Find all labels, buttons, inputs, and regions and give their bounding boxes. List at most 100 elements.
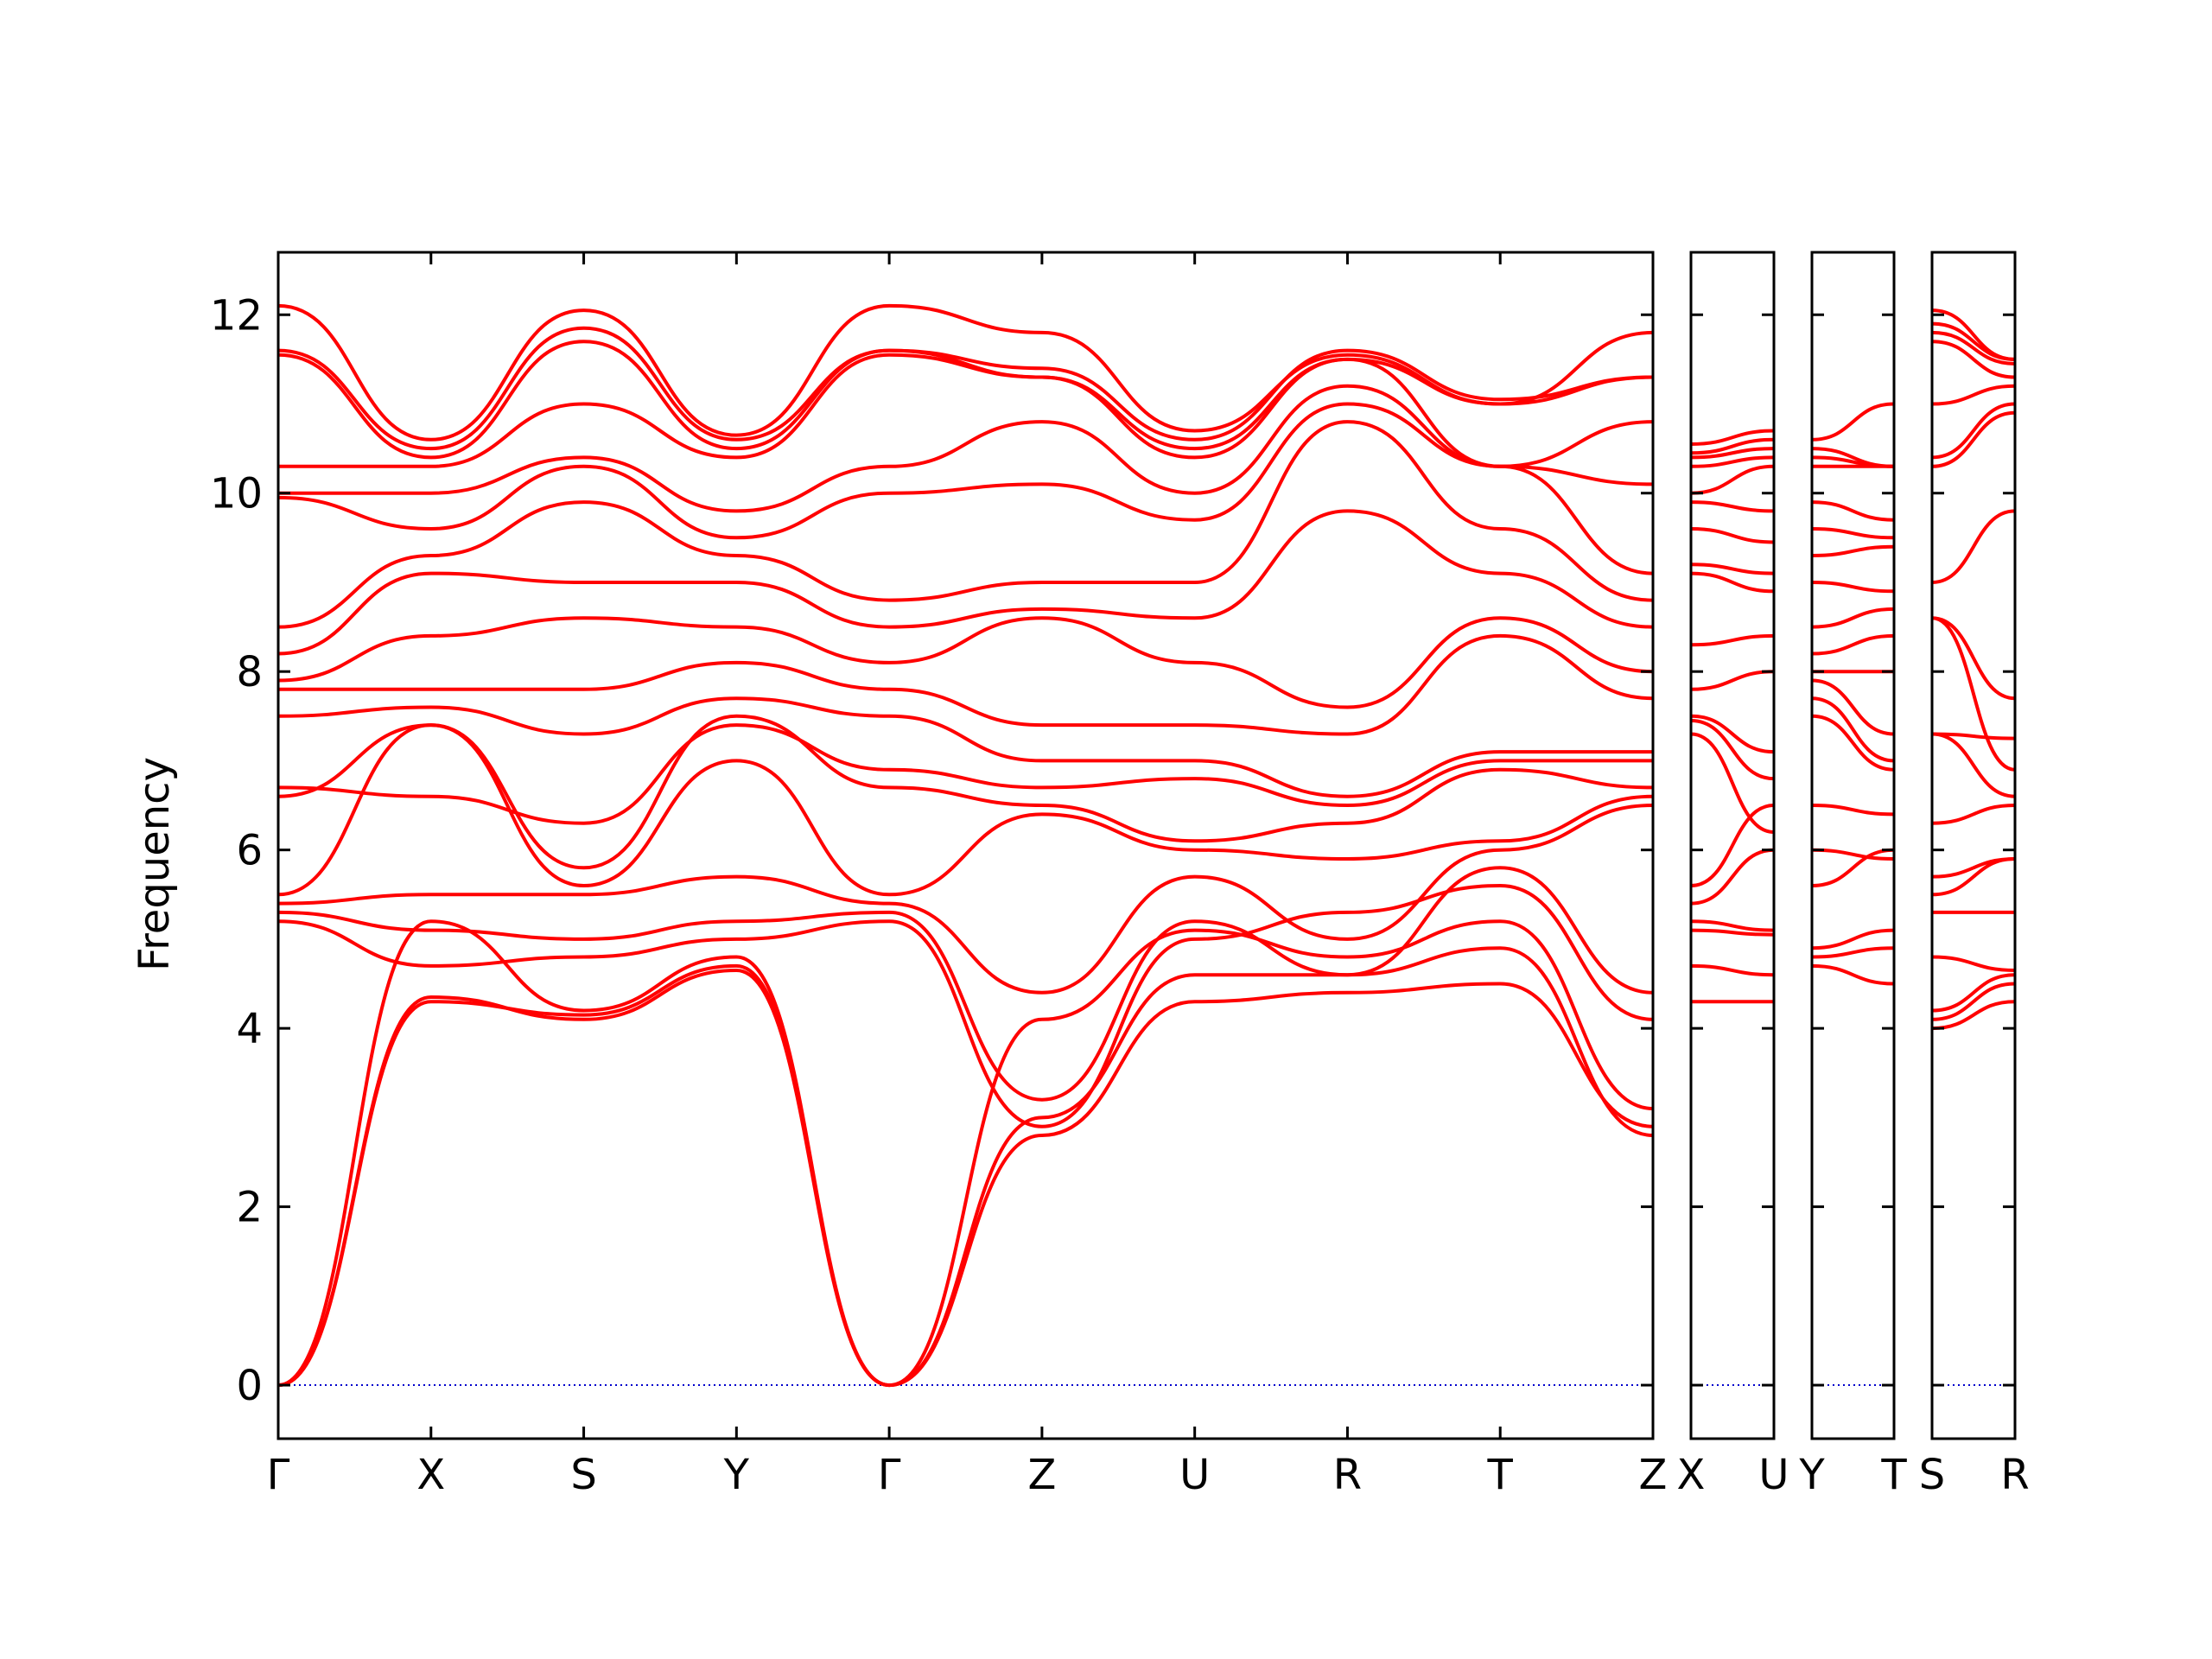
- band-line: [1932, 804, 2015, 825]
- band-line: [1691, 670, 1774, 691]
- panel-frame: [1689, 251, 1776, 1440]
- x-tick-label: Z: [1027, 1451, 1056, 1499]
- band-line: [1691, 963, 1774, 977]
- x-tick-label: Y: [1798, 1451, 1825, 1499]
- band-line: [1812, 804, 1894, 817]
- band-line: [1812, 714, 1894, 772]
- y-axis-label: Frequency: [130, 757, 179, 971]
- bands: [1932, 308, 2015, 1031]
- x-tick-label: U: [1758, 1451, 1789, 1499]
- band-line: [278, 804, 1653, 995]
- band-line: [278, 384, 1653, 513]
- band-line: [1812, 928, 1894, 950]
- band-line: [1812, 607, 1894, 629]
- band-line: [1691, 804, 1774, 887]
- band-line: [1812, 527, 1894, 540]
- band-line: [1932, 973, 2015, 1013]
- band-line: [1932, 982, 2015, 1021]
- x-tick-label: Z: [1639, 1451, 1668, 1499]
- band-line: [1691, 928, 1774, 937]
- band-line: [1812, 581, 1894, 594]
- band-line: [1932, 402, 2015, 460]
- panel-frame: [276, 251, 1655, 1440]
- band-line: [1812, 696, 1894, 763]
- band-line: [1691, 447, 1774, 460]
- band-line: [278, 303, 1653, 442]
- band-line: [278, 420, 1653, 629]
- panel-1: 0 2 4 6 8 10 12 Γ X S Y Γ Z U R T Z: [210, 251, 1668, 1499]
- band-line: [278, 723, 1653, 897]
- band-line: [278, 919, 1653, 1388]
- band-line: [1691, 500, 1774, 513]
- band-line: [1932, 330, 2015, 365]
- y-tick-label: 10: [210, 470, 263, 518]
- bands: [278, 303, 1653, 1388]
- x-tick-label: R: [1333, 1451, 1362, 1499]
- band-line: [1691, 633, 1774, 647]
- band-line: [1691, 527, 1774, 544]
- x-tick-label: S: [1919, 1451, 1945, 1499]
- band-line: [1812, 447, 1894, 468]
- band-line: [278, 696, 1653, 798]
- x-tick-label: R: [2000, 1451, 2029, 1499]
- x-tick-label: X: [1677, 1451, 1706, 1499]
- x-tick-label: Γ: [878, 1451, 901, 1499]
- band-line: [1932, 857, 2015, 879]
- band-line: [1812, 848, 1894, 887]
- band-line: [1932, 616, 2015, 772]
- y-tick-label: 8: [236, 648, 263, 696]
- band-line: [1691, 464, 1774, 495]
- band-line: [1691, 563, 1774, 575]
- band-line: [1932, 1000, 2015, 1031]
- band-line: [1691, 429, 1774, 446]
- band-line: [1932, 384, 2015, 406]
- bands: [1691, 429, 1774, 1004]
- band-line: [1812, 946, 1894, 959]
- band-line: [1691, 437, 1774, 455]
- band-line: [1812, 402, 1894, 442]
- band-line: [1932, 732, 2015, 741]
- band-line: [278, 509, 1653, 656]
- bands: [1812, 402, 1894, 986]
- band-line: [1932, 340, 2015, 379]
- band-line: [1932, 732, 2015, 798]
- band-line: [278, 946, 1653, 1388]
- band-line: [1691, 719, 1774, 781]
- band-line: [278, 723, 1653, 825]
- x-tick-label: S: [570, 1451, 596, 1499]
- x-tick-label: T: [1487, 1451, 1514, 1499]
- band-line: [1812, 544, 1894, 557]
- band-line: [278, 633, 1653, 736]
- band-line: [1932, 509, 2015, 584]
- band-line: [1691, 919, 1774, 932]
- band-line: [1812, 963, 1894, 986]
- band-line: [1691, 714, 1774, 754]
- panel-frame: [1810, 251, 1896, 1440]
- band-line: [278, 616, 1653, 709]
- panel-frame: [1930, 251, 2017, 1440]
- band-line: [1932, 955, 2015, 972]
- band-line: [278, 326, 1653, 451]
- band-line: [1691, 848, 1774, 906]
- band-line: [278, 714, 1653, 870]
- y-tick-label: 4: [236, 1005, 263, 1053]
- band-line: [1932, 616, 2015, 701]
- band-line: [278, 963, 1653, 1388]
- y-tick-label: 6: [236, 827, 263, 875]
- band-line: [1691, 455, 1774, 468]
- y-tick-label: 12: [210, 291, 263, 340]
- band-line: [278, 884, 1653, 1128]
- band-line: [1932, 410, 2015, 468]
- band-line: [278, 402, 1653, 575]
- band-line: [1812, 500, 1894, 522]
- x-tick-label: Y: [723, 1451, 750, 1499]
- x-tick-label: Γ: [267, 1451, 290, 1499]
- band-line: [1812, 678, 1894, 736]
- y-tick-label: 2: [236, 1184, 263, 1232]
- x-tick-label: X: [416, 1451, 445, 1499]
- band-line: [1691, 732, 1774, 834]
